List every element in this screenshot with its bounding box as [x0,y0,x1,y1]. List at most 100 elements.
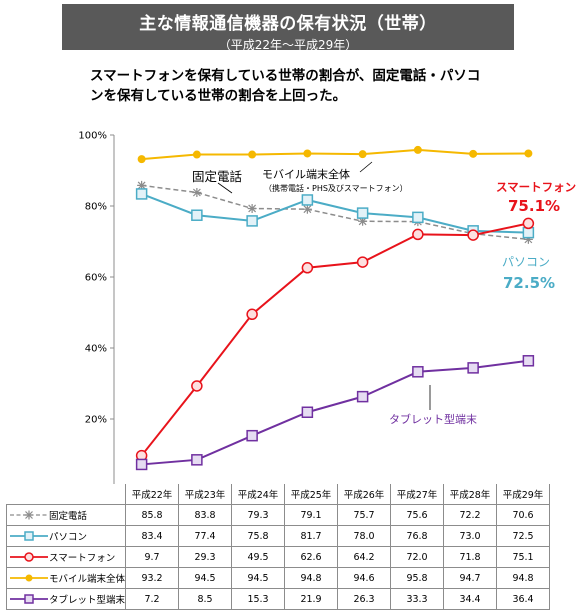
pc-annotation: パソコン [502,255,550,269]
mobile-all-series [137,145,533,164]
table-header-cell: 平成23年 [178,484,233,505]
summary-text: スマートフォンを保有している世帯の割合が、固定電話・パソコ ンを保有している世帯… [90,66,530,106]
table-value-cell: 8.5 [178,588,233,610]
table-value-cell: 21.9 [284,588,339,610]
smartphone-marker [246,308,258,321]
table-value-cell: 75.8 [231,525,286,547]
table-value-cell: 76.8 [390,525,445,547]
tablet-marker [191,454,203,466]
mobile-all-marker [25,574,33,582]
table-header-cell: 平成25年 [284,484,339,505]
landline-marker [302,204,312,214]
table-value-cell: 49.5 [231,546,286,568]
pc-marker [246,215,258,227]
landline-leader-line [217,182,233,194]
table-corner [7,484,126,505]
y-tick-label: 40% [85,344,107,355]
smartphone-marker [191,380,203,392]
table-value-cell: 94.7 [443,567,498,589]
table-value-cell: 70.6 [496,504,551,526]
landline-marker [523,234,533,244]
table-value-cell: 75.6 [390,504,445,526]
table-value-cell: 94.8 [284,567,339,589]
table-row: モバイル端末全体 93.2 94.5 94.5 94.8 94.6 95.8 94.7 94.8 [5,567,551,589]
table-value-cell: 64.2 [337,546,392,568]
pc-marker [191,209,203,221]
smartphone-value: 75.1% [508,197,560,215]
table-value-cell: 75.7 [337,504,392,526]
summary-line-2: ンを保有している世帯の割合を上回った。 [90,88,347,104]
smartphone-line [140,222,529,457]
mobile-all-line [141,148,529,161]
landline-marker [192,188,202,198]
table-header-cell: 平成26年 [337,484,392,505]
table-value-cell: 78.0 [337,525,392,547]
mobile-all-marker [358,150,367,159]
smartphone-annotation: スマートフォン [496,180,576,194]
pc-value: 72.5% [503,274,555,292]
table-header-cell: 平成28年 [443,484,498,505]
legend-label: スマートフォン [49,553,116,564]
table-value-cell: 83.8 [178,504,233,526]
tablet-marker [24,594,34,604]
table-row: パソコン 83.4 77.4 75.8 81.7 78.0 76.8 73.0 72.5 [5,525,551,547]
table-value-cell: 15.3 [231,588,286,610]
smartphone-marker [522,217,535,230]
mobile-all-marker [192,150,201,159]
table-value-cell: 81.7 [284,525,339,547]
tablet-marker [412,366,424,378]
table-value-cell: 29.3 [178,546,233,568]
mobile-all-note: （携帯電話・PHS及びスマートフォン） [264,183,408,193]
table-value-cell: 36.4 [496,588,551,610]
legend-label: タブレット型端末 [49,595,126,606]
mobile-all-marker [137,155,146,164]
table-value-cell: 7.2 [125,588,180,610]
table-value-cell: 75.1 [496,546,551,568]
y-tick-label: 100% [78,131,107,142]
title-banner: 主な情報通信機器の保有状況（世帯） （平成22年～平成29年） [62,4,514,52]
table-header-row: 平成22年 平成23年 平成24年 平成25年 平成26年 平成27年 平成28年 平成29年 [7,484,551,505]
mobile-all-legend-icon [10,574,48,582]
legend-cell: モバイル端末全体 [5,567,127,589]
table-header-cell: 平成24年 [231,484,286,505]
y-tick-label: 80% [85,202,107,213]
smartphone-marker [412,228,424,241]
table-value-cell: 79.3 [231,504,286,526]
y-tick-label: 20% [85,415,107,426]
pc-marker [356,207,369,219]
table-row: スマートフォン 9.7 29.3 49.5 62.6 64.2 72.0 71.8 75.1 [5,546,551,568]
legend-label: モバイル端末全体 [49,574,126,585]
mobile-all-leader-line [359,161,373,173]
table-value-cell: 95.8 [390,567,445,589]
pc-line [141,192,529,234]
smartphone-marker [356,256,369,268]
tablet-marker [356,390,369,403]
mobile-all-marker [413,145,422,154]
tablet-legend-icon [10,594,48,604]
table-value-cell: 62.6 [284,546,339,568]
landline-annotation: 固定電話 [192,169,242,184]
tablet-annotation: タブレット型端末 [389,412,477,426]
y-tick-label: 60% [85,273,107,284]
landline-marker [137,180,147,190]
smartphone-series [135,217,535,462]
table-header-cell: 平成29年 [496,484,551,505]
tablet-marker [522,355,535,367]
tablet-marker [301,406,314,419]
table-row: 固定電話 85.8 83.8 79.3 79.1 75.7 75.6 72.2 70.6 [5,504,551,526]
tablet-marker [467,362,479,374]
legend-label: 固定電話 [49,511,88,522]
smartphone-marker [301,262,314,274]
pc-marker [301,194,314,206]
table-value-cell: 26.3 [337,588,392,610]
legend-cell: パソコン [5,525,127,547]
smartphone-marker [24,552,34,562]
smartphone-marker [467,229,479,241]
table-value-cell: 72.5 [496,525,551,547]
table-value-cell: 83.4 [125,525,180,547]
landline-marker [247,203,257,213]
chart-title: 主な情報通信機器の保有状況（世帯） [139,14,437,34]
table-value-cell: 94.5 [178,567,233,589]
landline-legend-icon [10,510,48,520]
mobile-all-marker [524,149,533,158]
